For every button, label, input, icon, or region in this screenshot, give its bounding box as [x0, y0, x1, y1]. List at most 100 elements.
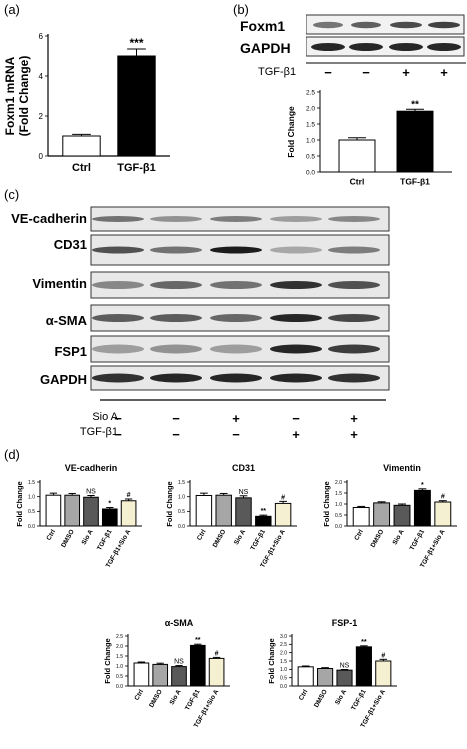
y-tick-label: 1.0: [280, 667, 287, 673]
blot-label-fsp1: FSP1: [54, 344, 87, 359]
y-tick-label: 0.5: [335, 513, 342, 519]
significance-label: #: [281, 494, 285, 501]
condition-sign: +: [232, 411, 240, 426]
condition-sign: +: [350, 411, 358, 426]
category-label: TGF-β1: [250, 528, 268, 552]
blot-band: [92, 246, 144, 254]
category-label: TGF-β1: [117, 162, 156, 174]
blot-label-gapdh-c: GAPDH: [40, 372, 87, 387]
bar: [64, 494, 81, 527]
bar: [195, 494, 213, 527]
category-label: DMSO: [60, 529, 76, 549]
bar: [189, 644, 206, 687]
y-tick-label: 4: [39, 72, 44, 81]
y-tick-label: 0.0: [28, 524, 35, 530]
chart-title: CD31: [232, 463, 255, 473]
blot-band: [270, 246, 322, 254]
significance-label: NS: [239, 489, 249, 496]
chart-title: VE-cadherin: [65, 463, 118, 473]
category-label: Sio A: [334, 688, 348, 706]
bar: [45, 494, 62, 527]
blot-band: [427, 43, 461, 51]
y-tick-label: 0.0: [280, 684, 287, 690]
western-blot-c: VE-cadherin CD31 Vimentin α-SMA FSP1 GAP…: [0, 200, 467, 450]
bar: [396, 110, 434, 173]
significance-label: *: [421, 482, 424, 489]
y-tick-label: 1.0: [116, 664, 123, 670]
condition-sign: −: [114, 411, 122, 426]
category-label: Ctrl: [133, 688, 145, 701]
y-tick-label: 1.5: [28, 480, 35, 486]
significance-label: NS: [174, 659, 184, 666]
y-tick-label: 0.0: [335, 524, 342, 530]
y-tick-label: 2.0: [280, 650, 287, 656]
y-tick-label: 0.5: [28, 509, 35, 515]
significance-label: #: [215, 650, 219, 657]
y-tick-label: 1.5: [280, 659, 287, 665]
significance-label: #: [381, 652, 385, 659]
y-axis-label-line2: (Fold Change): [17, 56, 31, 137]
category-label: DMSO: [148, 689, 164, 709]
blot-band: [210, 373, 262, 383]
condition-sign: −: [232, 427, 240, 442]
y-axis-label-line1: Foxm1 mRNA: [3, 56, 17, 135]
bar: [133, 662, 150, 687]
bar: [355, 646, 372, 687]
significance-label: NS: [340, 663, 350, 670]
blot-label-alpha-sma: α-SMA: [45, 313, 87, 328]
blot-band: [92, 216, 144, 222]
blot-label-cd31: CD31: [53, 237, 87, 252]
category-label: TGF-β1: [96, 528, 114, 552]
blot-c-condition-signs: − − + − +− − − + +: [100, 399, 386, 442]
bar: [208, 657, 225, 687]
category-label: Sio A: [168, 688, 182, 706]
significance-label: #: [441, 494, 445, 501]
category-label: Ctrl: [350, 177, 365, 187]
category-label: Ctrl: [353, 528, 365, 541]
blot-band: [270, 373, 322, 383]
blot-band: [92, 314, 144, 322]
condition-sign: +: [402, 65, 410, 80]
bar: [255, 515, 272, 527]
blot-band: [328, 373, 380, 383]
category-label: Sio A: [233, 528, 247, 546]
blot-band: [150, 246, 202, 254]
category-label: TGF-β1: [409, 528, 427, 552]
significance-label: **: [261, 508, 267, 515]
blot-band: [210, 216, 262, 222]
blot-band: [210, 344, 262, 354]
condition-sign: −: [362, 65, 370, 80]
blot-band: [210, 281, 262, 289]
bar: [215, 494, 232, 527]
bar: [83, 496, 99, 527]
bar: [101, 508, 118, 527]
significance-label: NS: [86, 488, 96, 495]
bar: [317, 668, 334, 687]
blot-b-bands: [311, 21, 461, 51]
y-tick-label: 0.0: [178, 524, 185, 530]
y-tick-label: 1.5: [335, 491, 342, 497]
blot-band: [428, 21, 460, 29]
category-label: DMSO: [313, 689, 329, 709]
y-tick-label: 0.5: [280, 675, 287, 681]
bar: [373, 502, 391, 527]
significance-label: **: [411, 99, 419, 110]
category-label: Ctrl: [196, 528, 208, 541]
blot-band: [150, 281, 202, 289]
bar: [375, 660, 392, 687]
blot-band: [328, 314, 380, 322]
y-axis-label: Fold Change: [165, 481, 174, 526]
ve-cadherin-bar-chart: VE-cadherin 0.0 0.5 1.0 1.5 Fold Change Ctrl DM…: [15, 463, 142, 569]
significance-label: *: [108, 501, 111, 508]
y-tick-label: 2: [39, 112, 44, 121]
blot-label-gapdh: GAPDH: [240, 40, 291, 56]
condition-sign: −: [114, 427, 122, 442]
bar: [152, 663, 169, 687]
y-tick-label: 0.5: [306, 153, 315, 160]
blot-band: [150, 314, 202, 322]
y-tick-label: 1.5: [116, 654, 123, 660]
alpha-sma-bar-chart: α-SMA 0.0 0.5 1.0 1.5 2.0 2.5 Fold Change Ctrl DM…: [103, 618, 230, 729]
y-tick-label: 2.0: [306, 105, 315, 112]
y-tick-label: 6: [39, 32, 44, 41]
category-label: TGF-β1: [400, 177, 430, 187]
